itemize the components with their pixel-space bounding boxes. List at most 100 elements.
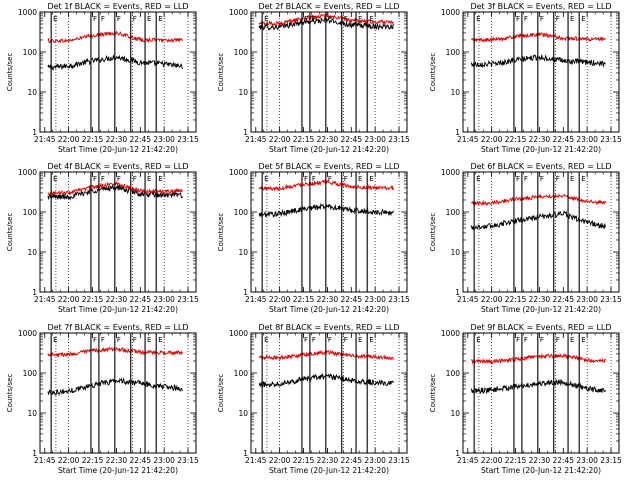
- event-marker-label: E: [264, 175, 268, 183]
- events-series-line: [258, 17, 395, 31]
- y-tick-label: 1000: [18, 329, 37, 338]
- plot-frame: [462, 171, 620, 293]
- x-tick-label: 22:15: [505, 295, 527, 304]
- event-marker-label: F: [516, 336, 520, 344]
- plot-frame: [462, 11, 620, 133]
- event-marker-label: F: [556, 175, 560, 183]
- event-marker-label: E: [476, 15, 480, 23]
- y-tick-label: 10: [450, 88, 460, 97]
- x-tick-label: 23:15: [177, 456, 199, 465]
- event-marker-label: F: [312, 175, 316, 183]
- event-marker-label: F: [516, 175, 520, 183]
- x-tick-label: 21:45: [34, 456, 56, 465]
- x-tick-label: 23:00: [364, 135, 386, 144]
- panel-det-4: Det 4f BLACK = Events, RED = LLD 1 10 100 10…: [6, 162, 199, 314]
- x-tick-label: 23:15: [388, 295, 410, 304]
- x-tick-label: 23:00: [364, 456, 386, 465]
- panel-title: Det 3f BLACK = Events, RED = LLD: [470, 2, 611, 11]
- y-tick-label: 1000: [441, 8, 460, 17]
- y-axis-label: Counts/sec: [217, 213, 225, 252]
- x-tick-label: 23:00: [364, 295, 386, 304]
- lld-series-line: [258, 12, 394, 27]
- plot-frame: [39, 11, 197, 133]
- plot-frame: [462, 332, 620, 454]
- y-tick-label: 100: [446, 48, 461, 57]
- x-tick-label: 21:45: [457, 456, 479, 465]
- y-tick-label: 10: [238, 248, 248, 257]
- lld-series-line: [470, 352, 607, 365]
- panel-det-6: Det 6f BLACK = Events, RED = LLD 1 10 100 10…: [429, 162, 622, 314]
- x-tick-label: 23:15: [177, 295, 199, 304]
- events-series-line: [470, 54, 606, 69]
- event-marker-label: E: [476, 175, 480, 183]
- event-marker-label: F: [133, 336, 137, 344]
- lld-series-line: [258, 179, 395, 192]
- lld-series-line: [470, 31, 606, 44]
- event-marker-label: E: [53, 175, 57, 183]
- event-marker-label: F: [328, 15, 332, 23]
- lld-series-line: [47, 346, 184, 358]
- x-tick-label: 23:00: [576, 135, 598, 144]
- x-tick-label: 23:00: [153, 295, 175, 304]
- event-marker-label: F: [344, 336, 348, 344]
- x-axis-label: Start Time (20-Jun-12 21:42:20): [481, 145, 601, 154]
- event-marker-label: E: [358, 175, 362, 183]
- x-tick-label: 22:30: [317, 456, 339, 465]
- x-tick-label: 22:15: [293, 135, 315, 144]
- x-tick-label: 23:15: [600, 456, 622, 465]
- x-tick-label: 23:00: [153, 135, 175, 144]
- event-marker-label: F: [344, 175, 348, 183]
- x-tick-label: 21:45: [245, 295, 267, 304]
- y-axis-label: Counts/sec: [217, 53, 225, 92]
- y-axis-label: Counts/sec: [6, 53, 14, 92]
- x-tick-label: 22:00: [58, 456, 80, 465]
- y-tick-label: 1000: [229, 329, 248, 338]
- x-tick-label: 22:15: [82, 295, 104, 304]
- panel-title: Det 8f BLACK = Events, RED = LLD: [258, 323, 399, 332]
- event-marker-label: E: [147, 15, 151, 23]
- x-tick-label: 21:45: [34, 295, 56, 304]
- x-tick-label: 23:15: [388, 135, 410, 144]
- event-marker-label: F: [540, 15, 544, 23]
- event-marker-label: F: [524, 175, 528, 183]
- event-marker-label: E: [369, 336, 373, 344]
- event-marker-label: E: [369, 175, 373, 183]
- event-marker-label: F: [101, 336, 105, 344]
- y-tick-label: 1000: [229, 8, 248, 17]
- panel-det-5: Det 5f BLACK = Events, RED = LLD 1 10 100 10…: [217, 162, 410, 314]
- panel-det-9: Det 9f BLACK = Events, RED = LLD 1 10 100 10…: [429, 323, 622, 475]
- y-tick-label: 1000: [441, 329, 460, 338]
- panel-title: Det 5f BLACK = Events, RED = LLD: [258, 162, 399, 171]
- event-marker-label: F: [117, 175, 121, 183]
- event-marker-label: E: [158, 175, 162, 183]
- event-marker-label: E: [581, 336, 585, 344]
- event-marker-label: F: [524, 15, 528, 23]
- event-marker-label: E: [53, 336, 57, 344]
- x-axis-label: Start Time (20-Jun-12 21:42:20): [269, 466, 389, 475]
- events-series-line: [470, 210, 606, 231]
- event-marker-label: F: [328, 336, 332, 344]
- x-tick-label: 22:00: [481, 456, 503, 465]
- y-tick-label: 1000: [229, 168, 248, 177]
- event-marker-label: E: [570, 336, 574, 344]
- panel-det-2: Det 2f BLACK = Events, RED = LLD 1 10 100 10…: [217, 2, 410, 154]
- event-marker-label: F: [93, 336, 97, 344]
- x-tick-label: 22:30: [529, 295, 551, 304]
- x-tick-label: 22:45: [340, 295, 362, 304]
- event-marker-label: E: [264, 15, 268, 23]
- event-marker-label: F: [133, 175, 137, 183]
- x-axis-label: Start Time (20-Jun-12 21:42:20): [481, 305, 601, 314]
- x-tick-label: 22:15: [505, 135, 527, 144]
- event-marker-label: E: [53, 15, 57, 23]
- y-tick-label: 1: [32, 128, 37, 137]
- y-tick-label: 1000: [18, 168, 37, 177]
- lld-series-line: [470, 193, 607, 206]
- y-tick-label: 10: [238, 409, 248, 418]
- event-marker-label: E: [476, 336, 480, 344]
- y-tick-label: 1: [243, 449, 248, 458]
- x-tick-label: 22:45: [340, 135, 362, 144]
- x-axis-label: Start Time (20-Jun-12 21:42:20): [58, 466, 178, 475]
- event-marker-label: E: [158, 336, 162, 344]
- plot-frame: [39, 171, 197, 293]
- event-marker-label: E: [264, 336, 268, 344]
